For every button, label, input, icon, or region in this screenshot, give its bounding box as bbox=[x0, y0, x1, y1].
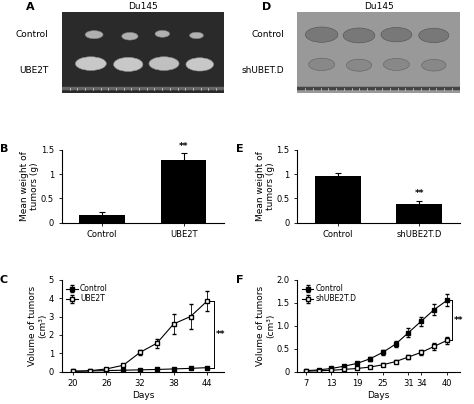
Bar bbox=[315, 177, 361, 223]
Text: C: C bbox=[0, 275, 8, 285]
Ellipse shape bbox=[309, 58, 335, 71]
Ellipse shape bbox=[149, 57, 179, 70]
Text: **: ** bbox=[414, 189, 424, 198]
X-axis label: Days: Days bbox=[132, 391, 154, 400]
Text: E: E bbox=[236, 144, 243, 154]
Text: F: F bbox=[236, 275, 243, 285]
Ellipse shape bbox=[343, 28, 375, 43]
Ellipse shape bbox=[186, 58, 214, 71]
Ellipse shape bbox=[383, 58, 410, 70]
Ellipse shape bbox=[190, 32, 203, 39]
Ellipse shape bbox=[155, 30, 170, 37]
Bar bbox=[161, 160, 206, 223]
Text: **: ** bbox=[216, 330, 225, 339]
Text: A: A bbox=[26, 2, 35, 13]
Legend: Control, UBE2T: Control, UBE2T bbox=[65, 284, 109, 304]
Text: UBE2T: UBE2T bbox=[19, 65, 49, 74]
Ellipse shape bbox=[419, 28, 449, 43]
Ellipse shape bbox=[381, 27, 412, 42]
Bar bbox=[80, 215, 125, 223]
Title: Du145: Du145 bbox=[364, 2, 393, 11]
Text: **: ** bbox=[179, 142, 188, 151]
Ellipse shape bbox=[305, 27, 338, 42]
Text: **: ** bbox=[453, 316, 463, 325]
Text: shUBET.D: shUBET.D bbox=[242, 65, 284, 74]
Text: B: B bbox=[0, 144, 8, 154]
Y-axis label: Mean weight of
tumors (g): Mean weight of tumors (g) bbox=[20, 151, 39, 221]
X-axis label: Days: Days bbox=[367, 391, 390, 400]
Ellipse shape bbox=[346, 59, 372, 71]
Y-axis label: Volume of tumors
(cm³): Volume of tumors (cm³) bbox=[28, 286, 47, 366]
Text: D: D bbox=[262, 2, 271, 13]
Ellipse shape bbox=[122, 32, 138, 40]
Ellipse shape bbox=[85, 31, 103, 39]
Y-axis label: Mean weight of
tumors (g): Mean weight of tumors (g) bbox=[255, 151, 275, 221]
Title: Du145: Du145 bbox=[128, 2, 158, 11]
Ellipse shape bbox=[75, 57, 106, 70]
Ellipse shape bbox=[114, 57, 143, 72]
Y-axis label: Volume of tumors
(cm³): Volume of tumors (cm³) bbox=[255, 286, 275, 366]
Text: Control: Control bbox=[16, 30, 49, 39]
Bar bbox=[396, 204, 442, 223]
Text: Control: Control bbox=[252, 30, 284, 39]
Legend: Control, shUBE2T.D: Control, shUBE2T.D bbox=[301, 284, 357, 304]
Ellipse shape bbox=[421, 59, 446, 71]
